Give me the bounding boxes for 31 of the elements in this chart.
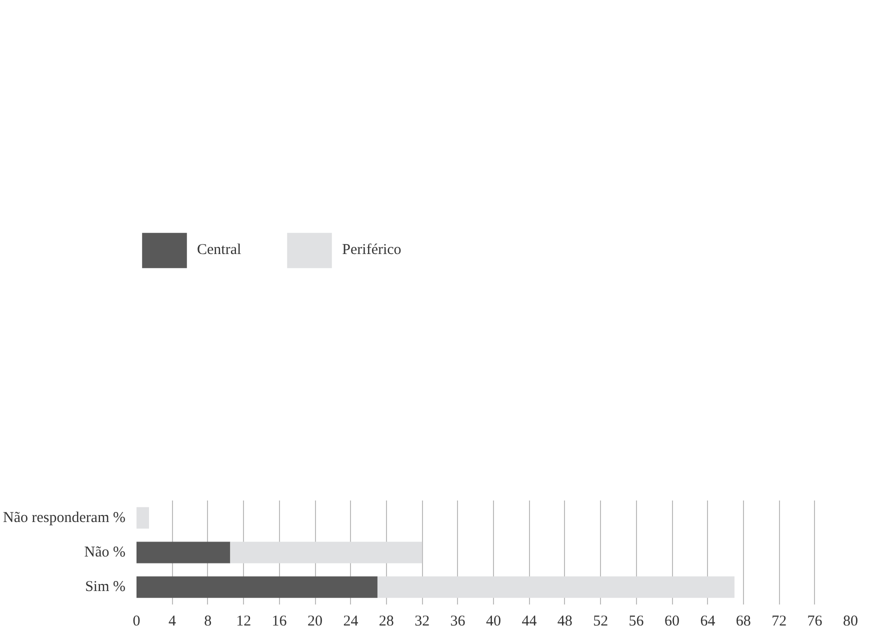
x-tick-label: 16 bbox=[272, 614, 288, 630]
x-tick-label: 48 bbox=[557, 614, 572, 630]
x-tick-label: 44 bbox=[522, 614, 538, 630]
legend-label: Central bbox=[197, 242, 242, 258]
x-tick-label: 20 bbox=[308, 614, 322, 630]
x-tick-label: 12 bbox=[236, 614, 252, 630]
x-tick-label: 60 bbox=[664, 614, 680, 630]
bar bbox=[136, 542, 230, 564]
y-tick-label: Não % bbox=[84, 544, 126, 560]
y-tick-label: Sim % bbox=[85, 579, 126, 596]
x-tick-label: 72 bbox=[772, 614, 787, 630]
x-tick-label: 64 bbox=[700, 614, 716, 630]
x-tick-label: 32 bbox=[414, 614, 430, 630]
x-tick-label: 68 bbox=[736, 614, 751, 630]
x-tick-label: 36 bbox=[450, 614, 466, 630]
x-tick-label: 4 bbox=[168, 614, 176, 630]
x-tick-label: 40 bbox=[486, 614, 501, 630]
legend-label: Periférico bbox=[342, 242, 402, 258]
x-tick-label: 0 bbox=[132, 614, 140, 630]
x-tick-label: 24 bbox=[343, 614, 359, 630]
x-tick-label: 76 bbox=[807, 614, 823, 630]
x-tick-label: 28 bbox=[378, 614, 394, 630]
x-tick-label: 80 bbox=[843, 614, 858, 630]
x-tick-label: 52 bbox=[593, 614, 608, 630]
bar bbox=[230, 542, 422, 564]
x-tick-label: 8 bbox=[204, 614, 212, 630]
x-tick-label: 56 bbox=[628, 614, 644, 630]
bar bbox=[377, 576, 734, 598]
bar bbox=[136, 576, 378, 598]
y-tick-label: Não responderam % bbox=[3, 510, 126, 526]
bar bbox=[136, 507, 149, 529]
